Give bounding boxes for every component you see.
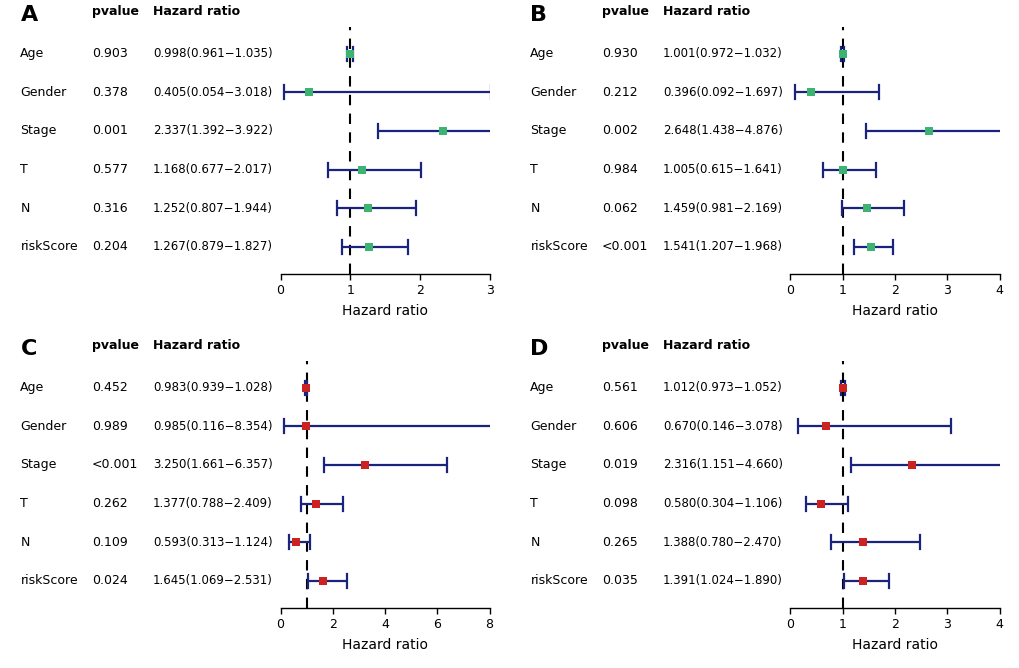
Text: Hazard ratio: Hazard ratio <box>662 339 749 353</box>
Text: Stage: Stage <box>20 458 57 472</box>
Text: N: N <box>20 536 30 548</box>
Text: Stage: Stage <box>530 124 567 138</box>
Text: 0.561: 0.561 <box>601 381 637 394</box>
Text: 0.930: 0.930 <box>601 47 637 60</box>
Text: T: T <box>530 497 538 510</box>
Text: 1.459(0.981−2.169): 1.459(0.981−2.169) <box>662 202 783 214</box>
X-axis label: Hazard ratio: Hazard ratio <box>851 638 937 652</box>
Text: 0.019: 0.019 <box>601 458 637 472</box>
Text: 0.998(0.961−1.035): 0.998(0.961−1.035) <box>153 47 272 60</box>
Text: 0.983(0.939−1.028): 0.983(0.939−1.028) <box>153 381 272 394</box>
Text: riskScore: riskScore <box>20 574 77 587</box>
Text: Hazard ratio: Hazard ratio <box>662 5 749 18</box>
Text: pvalue: pvalue <box>601 339 648 353</box>
Text: 1.252(0.807−1.944): 1.252(0.807−1.944) <box>153 202 273 214</box>
Text: Gender: Gender <box>530 86 576 99</box>
Text: 3.250(1.661−6.357): 3.250(1.661−6.357) <box>153 458 272 472</box>
Text: 0.002: 0.002 <box>601 124 637 138</box>
Text: 0.109: 0.109 <box>92 536 127 548</box>
Text: 0.098: 0.098 <box>601 497 637 510</box>
X-axis label: Hazard ratio: Hazard ratio <box>341 304 428 318</box>
Text: 2.648(1.438−4.876): 2.648(1.438−4.876) <box>662 124 783 138</box>
Text: pvalue: pvalue <box>92 339 139 353</box>
X-axis label: Hazard ratio: Hazard ratio <box>341 638 428 652</box>
Text: 0.001: 0.001 <box>92 124 127 138</box>
Text: 1.645(1.069−2.531): 1.645(1.069−2.531) <box>153 574 273 587</box>
Text: Age: Age <box>20 381 45 394</box>
Text: pvalue: pvalue <box>601 5 648 18</box>
Text: Stage: Stage <box>530 458 567 472</box>
Text: 1.005(0.615−1.641): 1.005(0.615−1.641) <box>662 163 782 176</box>
Text: 1.012(0.973−1.052): 1.012(0.973−1.052) <box>662 381 782 394</box>
Text: 0.378: 0.378 <box>92 86 127 99</box>
Text: 0.593(0.313−1.124): 0.593(0.313−1.124) <box>153 536 272 548</box>
Text: 0.035: 0.035 <box>601 574 637 587</box>
Text: 0.985(0.116−8.354): 0.985(0.116−8.354) <box>153 420 272 433</box>
Text: 0.452: 0.452 <box>92 381 127 394</box>
Text: T: T <box>20 163 29 176</box>
Text: Gender: Gender <box>20 420 66 433</box>
Text: 0.670(0.146−3.078): 0.670(0.146−3.078) <box>662 420 782 433</box>
Text: <0.001: <0.001 <box>92 458 138 472</box>
Text: N: N <box>530 202 539 214</box>
Text: 0.262: 0.262 <box>92 497 127 510</box>
Text: Hazard ratio: Hazard ratio <box>153 339 239 353</box>
Text: 0.396(0.092−1.697): 0.396(0.092−1.697) <box>662 86 783 99</box>
Text: 1.168(0.677−2.017): 1.168(0.677−2.017) <box>153 163 273 176</box>
Text: riskScore: riskScore <box>530 240 587 253</box>
Text: 0.984: 0.984 <box>601 163 637 176</box>
Text: 0.062: 0.062 <box>601 202 637 214</box>
Text: Age: Age <box>530 47 554 60</box>
Text: Stage: Stage <box>20 124 57 138</box>
Text: <0.001: <0.001 <box>601 240 647 253</box>
Text: Hazard ratio: Hazard ratio <box>153 5 239 18</box>
Text: N: N <box>20 202 30 214</box>
Text: 0.577: 0.577 <box>92 163 127 176</box>
Text: 0.989: 0.989 <box>92 420 127 433</box>
Text: C: C <box>20 339 37 359</box>
Text: 1.541(1.207−1.968): 1.541(1.207−1.968) <box>662 240 783 253</box>
Text: 0.580(0.304−1.106): 0.580(0.304−1.106) <box>662 497 782 510</box>
Text: Age: Age <box>20 47 45 60</box>
Text: 1.391(1.024−1.890): 1.391(1.024−1.890) <box>662 574 783 587</box>
Text: 1.267(0.879−1.827): 1.267(0.879−1.827) <box>153 240 273 253</box>
Text: riskScore: riskScore <box>530 574 587 587</box>
Text: 0.405(0.054−3.018): 0.405(0.054−3.018) <box>153 86 272 99</box>
Text: 2.316(1.151−4.660): 2.316(1.151−4.660) <box>662 458 783 472</box>
Text: A: A <box>20 5 38 25</box>
Text: B: B <box>530 5 547 25</box>
Text: 0.606: 0.606 <box>601 420 637 433</box>
Text: 1.388(0.780−2.470): 1.388(0.780−2.470) <box>662 536 782 548</box>
Text: 0.204: 0.204 <box>92 240 127 253</box>
Text: Gender: Gender <box>530 420 576 433</box>
Text: Age: Age <box>530 381 554 394</box>
Text: 0.903: 0.903 <box>92 47 127 60</box>
Text: Gender: Gender <box>20 86 66 99</box>
Text: T: T <box>530 163 538 176</box>
Text: 0.265: 0.265 <box>601 536 637 548</box>
Text: 0.212: 0.212 <box>601 86 637 99</box>
Text: 1.001(0.972−1.032): 1.001(0.972−1.032) <box>662 47 782 60</box>
Text: 0.024: 0.024 <box>92 574 127 587</box>
Text: T: T <box>20 497 29 510</box>
Text: D: D <box>530 339 548 359</box>
Text: N: N <box>530 536 539 548</box>
Text: 2.337(1.392−3.922): 2.337(1.392−3.922) <box>153 124 273 138</box>
Text: 0.316: 0.316 <box>92 202 127 214</box>
Text: pvalue: pvalue <box>92 5 139 18</box>
Text: riskScore: riskScore <box>20 240 77 253</box>
Text: 1.377(0.788−2.409): 1.377(0.788−2.409) <box>153 497 272 510</box>
X-axis label: Hazard ratio: Hazard ratio <box>851 304 937 318</box>
